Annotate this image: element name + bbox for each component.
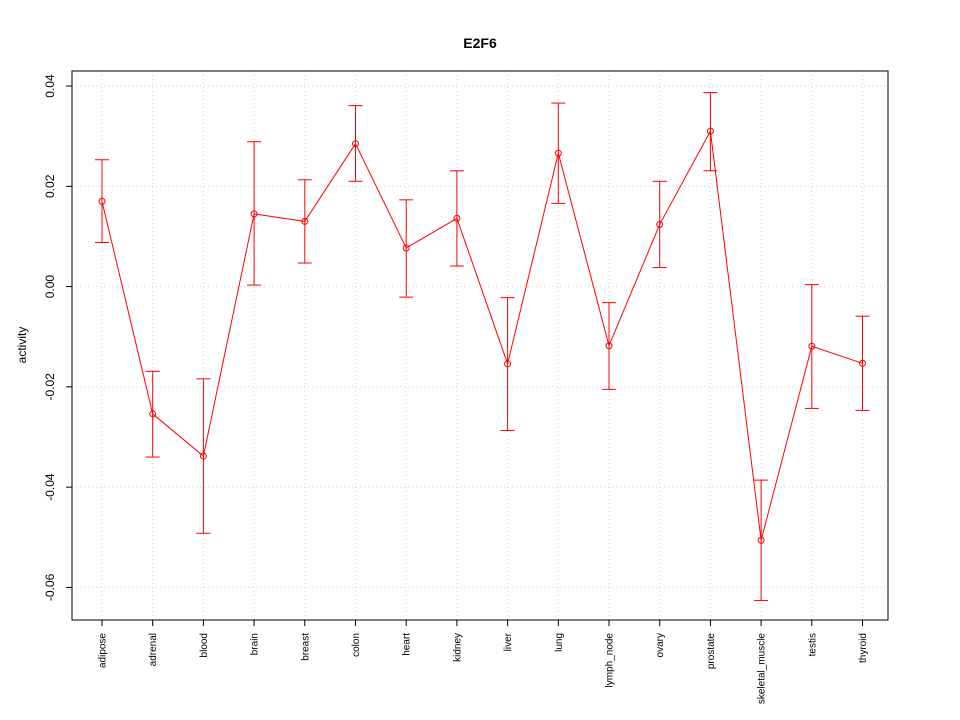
data-point	[859, 359, 866, 367]
x-tick-label: skeletal_muscle	[757, 633, 768, 705]
data-point	[757, 536, 765, 544]
data-point	[402, 244, 410, 252]
x-tick-label: breast	[300, 633, 311, 661]
data-point	[352, 140, 359, 148]
data-point	[301, 217, 309, 225]
y-tick-label: 0.00	[43, 275, 57, 299]
data-point	[250, 210, 258, 218]
x-tick-label: prostate	[706, 633, 717, 670]
data-point	[199, 452, 207, 460]
axes: -0.06 -0.04 -0.02 0.00 0.02 0.04 adipose adrena…	[43, 74, 869, 704]
data-point	[504, 360, 512, 368]
x-tick-label: adipose	[98, 633, 109, 668]
y-tick-label: -0.02	[43, 373, 57, 401]
data-point	[706, 127, 714, 135]
data-point	[605, 342, 613, 350]
x-tick-label: brain	[250, 633, 261, 655]
x-tick-label: heart	[402, 633, 413, 656]
series	[95, 92, 870, 601]
x-tick-label: testis	[807, 633, 818, 656]
x-tick-label: thyroid	[858, 633, 869, 663]
y-tick-label: 0.02	[43, 174, 57, 198]
x-tick-label: lung	[554, 633, 565, 652]
data-point	[808, 342, 816, 350]
data-point	[656, 220, 664, 228]
data-point	[453, 214, 461, 222]
x-tick-label: kidney	[452, 633, 463, 662]
x-tick-label: adrenal	[148, 633, 159, 666]
x-tick-label: ovary	[655, 633, 666, 657]
x-tick-label: lymph_node	[605, 633, 616, 688]
x-tick-label: liver	[503, 632, 514, 651]
y-tick-label: -0.06	[43, 573, 57, 601]
chart-title: E2F6	[463, 35, 497, 51]
x-tick-label: blood	[199, 633, 210, 657]
data-point	[149, 410, 157, 418]
grid	[72, 71, 888, 620]
y-axis-label: activity	[15, 327, 29, 364]
data-point	[554, 149, 562, 157]
y-tick-label: 0.04	[43, 74, 57, 98]
x-tick-label: colon	[351, 633, 362, 657]
data-point	[98, 197, 106, 205]
plot-frame	[71, 70, 889, 621]
y-tick-label: -0.04	[43, 473, 57, 501]
series-line	[101, 129, 863, 541]
